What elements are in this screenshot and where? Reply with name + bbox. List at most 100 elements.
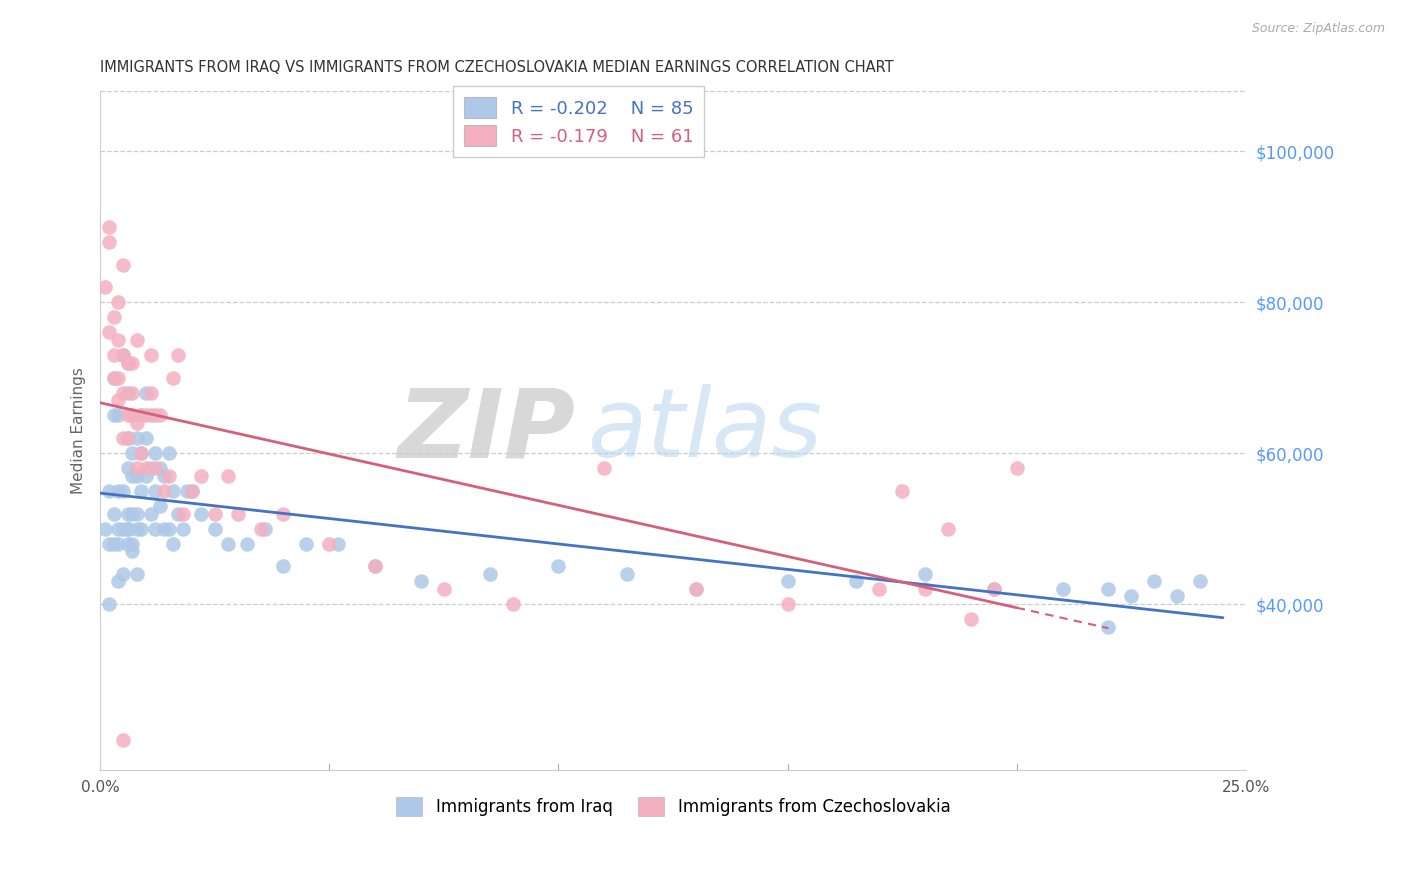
Point xyxy=(125,333,148,347)
Point xyxy=(1121,590,1143,604)
Point xyxy=(960,612,983,626)
Point xyxy=(112,522,135,536)
Point xyxy=(107,393,129,408)
Point xyxy=(117,431,139,445)
Point xyxy=(117,537,139,551)
Point xyxy=(121,385,143,400)
Point xyxy=(180,483,202,498)
Point xyxy=(143,483,166,498)
Point xyxy=(107,522,129,536)
Point xyxy=(180,483,202,498)
Point xyxy=(107,370,129,384)
Point xyxy=(685,582,707,596)
Point xyxy=(318,537,340,551)
Point xyxy=(135,468,157,483)
Point xyxy=(103,348,125,362)
Point xyxy=(139,409,162,423)
Point xyxy=(135,431,157,445)
Point xyxy=(616,566,638,581)
Point xyxy=(364,559,387,574)
Point xyxy=(153,483,176,498)
Point xyxy=(125,461,148,475)
Point xyxy=(121,507,143,521)
Point xyxy=(776,574,799,589)
Point xyxy=(121,446,143,460)
Point xyxy=(685,582,707,596)
Point xyxy=(433,582,456,596)
Point xyxy=(125,507,148,521)
Point xyxy=(107,333,129,347)
Point xyxy=(98,219,121,234)
Point xyxy=(112,483,135,498)
Point xyxy=(139,461,162,475)
Point xyxy=(914,582,936,596)
Text: atlas: atlas xyxy=(588,384,823,477)
Point xyxy=(103,370,125,384)
Point xyxy=(776,597,799,611)
Point xyxy=(117,507,139,521)
Point xyxy=(1097,582,1119,596)
Point xyxy=(117,522,139,536)
Point xyxy=(121,409,143,423)
Point xyxy=(121,356,143,370)
Point xyxy=(217,537,239,551)
Point xyxy=(125,566,148,581)
Point xyxy=(117,385,139,400)
Point xyxy=(162,483,184,498)
Point xyxy=(328,537,350,551)
Point xyxy=(107,409,129,423)
Point xyxy=(103,310,125,325)
Point xyxy=(143,522,166,536)
Point xyxy=(190,507,212,521)
Point xyxy=(107,574,129,589)
Point xyxy=(112,431,135,445)
Point xyxy=(107,295,129,310)
Point xyxy=(103,507,125,521)
Point xyxy=(936,522,959,536)
Point xyxy=(117,356,139,370)
Legend: Immigrants from Iraq, Immigrants from Czechoslovakia: Immigrants from Iraq, Immigrants from Cz… xyxy=(389,790,957,822)
Point xyxy=(103,409,125,423)
Point xyxy=(172,522,194,536)
Point xyxy=(845,574,868,589)
Point xyxy=(204,507,226,521)
Point xyxy=(172,507,194,521)
Point xyxy=(983,582,1005,596)
Point xyxy=(254,522,277,536)
Point xyxy=(112,385,135,400)
Point xyxy=(167,348,190,362)
Point xyxy=(117,522,139,536)
Point xyxy=(131,446,153,460)
Point xyxy=(1005,461,1028,475)
Point xyxy=(98,537,121,551)
Point xyxy=(236,537,259,551)
Point xyxy=(157,468,180,483)
Point xyxy=(1166,590,1188,604)
Point xyxy=(112,258,135,272)
Point xyxy=(112,348,135,362)
Point xyxy=(98,235,121,249)
Point xyxy=(135,461,157,475)
Point xyxy=(204,522,226,536)
Point xyxy=(125,468,148,483)
Point xyxy=(98,597,121,611)
Point xyxy=(190,468,212,483)
Point xyxy=(117,356,139,370)
Point xyxy=(162,537,184,551)
Point xyxy=(891,483,914,498)
Point xyxy=(1189,574,1212,589)
Point xyxy=(112,348,135,362)
Point xyxy=(117,431,139,445)
Point xyxy=(112,566,135,581)
Point xyxy=(131,483,153,498)
Point xyxy=(364,559,387,574)
Point xyxy=(983,582,1005,596)
Point xyxy=(139,385,162,400)
Point xyxy=(217,468,239,483)
Text: Source: ZipAtlas.com: Source: ZipAtlas.com xyxy=(1251,22,1385,36)
Point xyxy=(131,446,153,460)
Point xyxy=(295,537,318,551)
Point xyxy=(143,409,166,423)
Point xyxy=(143,446,166,460)
Point xyxy=(112,732,135,747)
